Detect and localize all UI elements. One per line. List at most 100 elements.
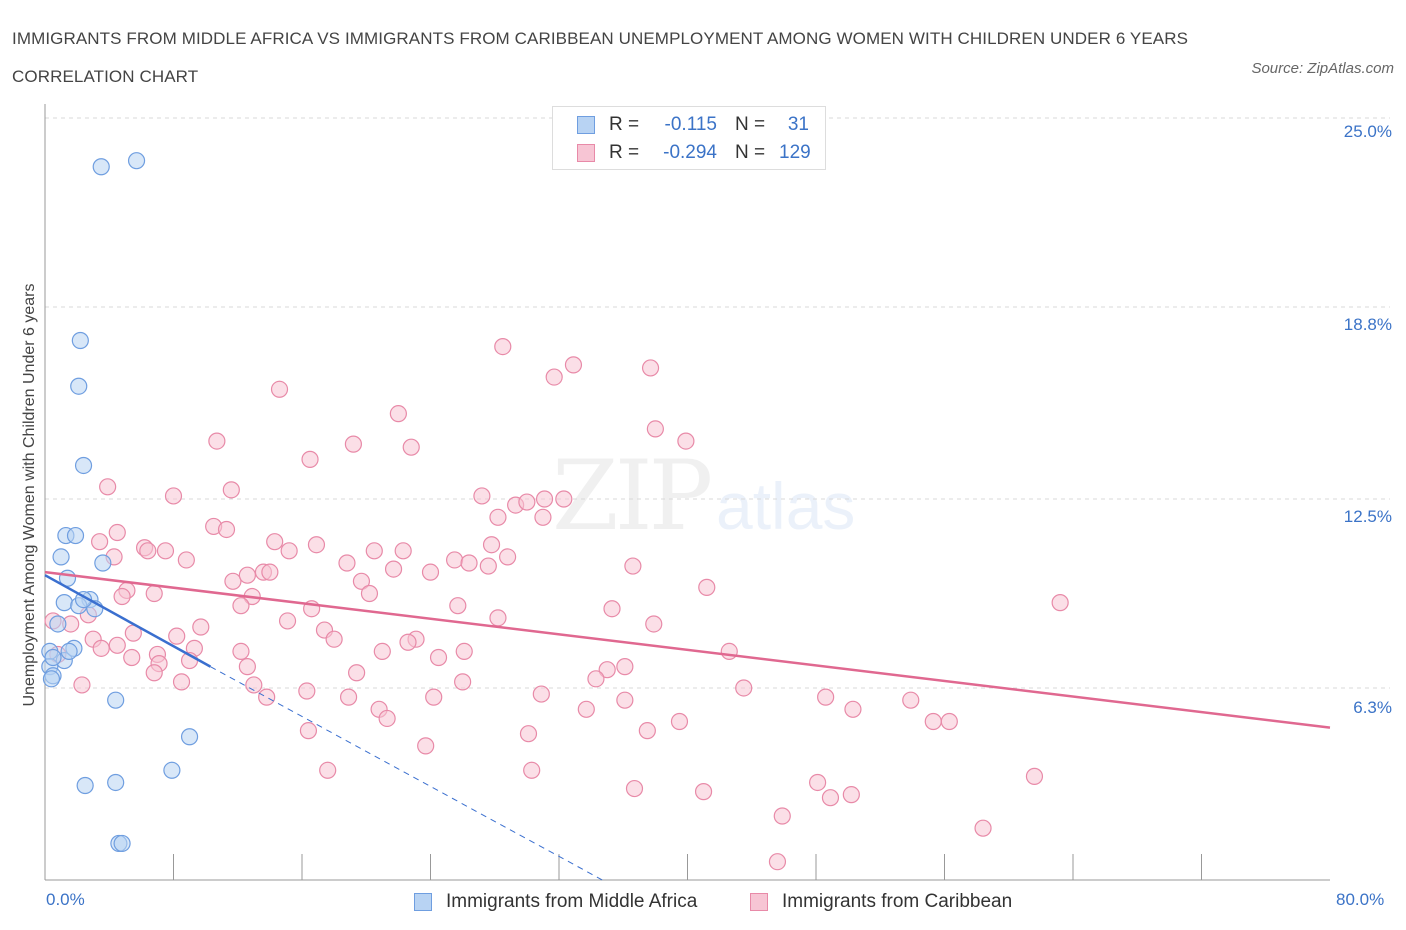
chart-title: IMMIGRANTS FROM MIDDLE AFRICA VS IMMIGRA… <box>12 29 1189 86</box>
data-point <box>168 627 186 645</box>
legend-r-label: R = <box>609 142 640 163</box>
trend-line <box>44 574 212 668</box>
data-point <box>429 648 448 667</box>
data-point <box>616 691 634 709</box>
data-point <box>299 722 318 740</box>
data-point <box>344 435 362 453</box>
data-point <box>108 636 126 654</box>
y-axis-label: Unemployment Among Women with Children U… <box>21 283 38 707</box>
data-point <box>164 487 183 505</box>
data-point <box>616 658 634 676</box>
trend-line <box>44 570 1331 729</box>
data-point <box>298 682 316 700</box>
data-point <box>70 377 88 395</box>
data-point <box>694 783 713 801</box>
source-label: Source: ZipAtlas.com <box>1251 60 1394 77</box>
data-point <box>365 542 383 560</box>
data-point <box>66 526 85 545</box>
data-point <box>587 670 605 688</box>
data-point <box>123 648 141 667</box>
data-point <box>156 542 175 560</box>
data-point <box>113 587 131 606</box>
data-point <box>94 554 112 572</box>
legend-n-label: N = <box>735 142 766 163</box>
data-point <box>641 359 660 377</box>
data-point <box>545 368 563 386</box>
pink-swatch-icon <box>750 893 768 911</box>
data-point <box>577 700 595 718</box>
data-point <box>107 691 125 709</box>
data-point <box>270 380 289 398</box>
legend-n-value: 31 <box>787 114 809 135</box>
data-point <box>42 670 61 688</box>
data-point <box>360 584 379 603</box>
x-tick-label-min: 0.0% <box>46 890 85 909</box>
legend-item-middle-africa: Immigrants from Middle Africa <box>414 888 697 916</box>
trend-line-extension <box>210 666 603 881</box>
data-point <box>224 572 242 590</box>
data-point <box>280 542 298 560</box>
data-point <box>389 405 407 423</box>
data-point <box>52 548 70 566</box>
data-point <box>139 542 157 560</box>
data-point <box>555 490 573 508</box>
data-point <box>821 789 840 807</box>
legend-item-caribbean: Immigrants from Caribbean <box>750 888 1012 916</box>
correlation-legend: R = -0.115 N = 31 R = -0.294 N = 129 <box>552 106 826 170</box>
data-point <box>319 761 337 779</box>
data-point <box>258 688 276 706</box>
legend-r-label: R = <box>609 114 640 135</box>
data-point <box>598 661 616 679</box>
data-point <box>74 456 93 475</box>
data-point <box>232 597 250 615</box>
series-legend: Immigrants from Middle Africa Immigrants… <box>0 888 1406 918</box>
pink-swatch-icon <box>577 144 595 162</box>
data-point <box>378 709 396 728</box>
watermark-atlas: atlas <box>716 469 856 543</box>
data-point <box>482 536 501 554</box>
data-point <box>163 761 181 779</box>
data-point <box>266 533 284 551</box>
data-point <box>844 700 862 718</box>
data-point <box>92 158 110 176</box>
data-point <box>809 773 827 792</box>
data-point <box>71 331 89 350</box>
data-point <box>208 432 226 450</box>
data-point <box>974 819 992 837</box>
legend-n-value: 129 <box>779 142 811 163</box>
data-point <box>417 737 435 755</box>
legend-row-caribbean: R = -0.294 N = 129 <box>577 139 811 167</box>
data-point <box>180 728 199 746</box>
data-point <box>172 673 191 691</box>
data-point <box>145 584 163 603</box>
data-point <box>489 508 507 526</box>
data-point <box>402 438 420 456</box>
legend-r-value: -0.115 <box>664 114 717 135</box>
data-point <box>99 478 117 496</box>
data-point <box>373 642 391 661</box>
data-point <box>384 560 403 578</box>
data-point <box>278 612 297 630</box>
data-point <box>645 615 663 633</box>
data-point <box>768 853 787 871</box>
legend-item-label: Immigrants from Middle Africa <box>446 891 698 912</box>
data-point <box>352 572 371 590</box>
blue-swatch-icon <box>414 893 432 911</box>
data-point <box>108 523 126 542</box>
data-point <box>60 642 78 661</box>
data-point <box>842 786 860 804</box>
legend-item-label: Immigrants from Caribbean <box>782 891 1013 912</box>
legend-n-label: N = <box>735 114 766 135</box>
data-point <box>603 600 621 618</box>
data-point <box>449 597 467 615</box>
data-point <box>301 450 319 468</box>
data-point <box>473 487 491 505</box>
data-point <box>145 664 163 682</box>
data-point <box>245 676 263 694</box>
data-point <box>339 688 358 706</box>
data-point <box>113 834 131 853</box>
data-point <box>232 642 250 661</box>
data-point <box>399 633 417 651</box>
data-point <box>499 548 517 566</box>
data-point <box>325 630 343 648</box>
